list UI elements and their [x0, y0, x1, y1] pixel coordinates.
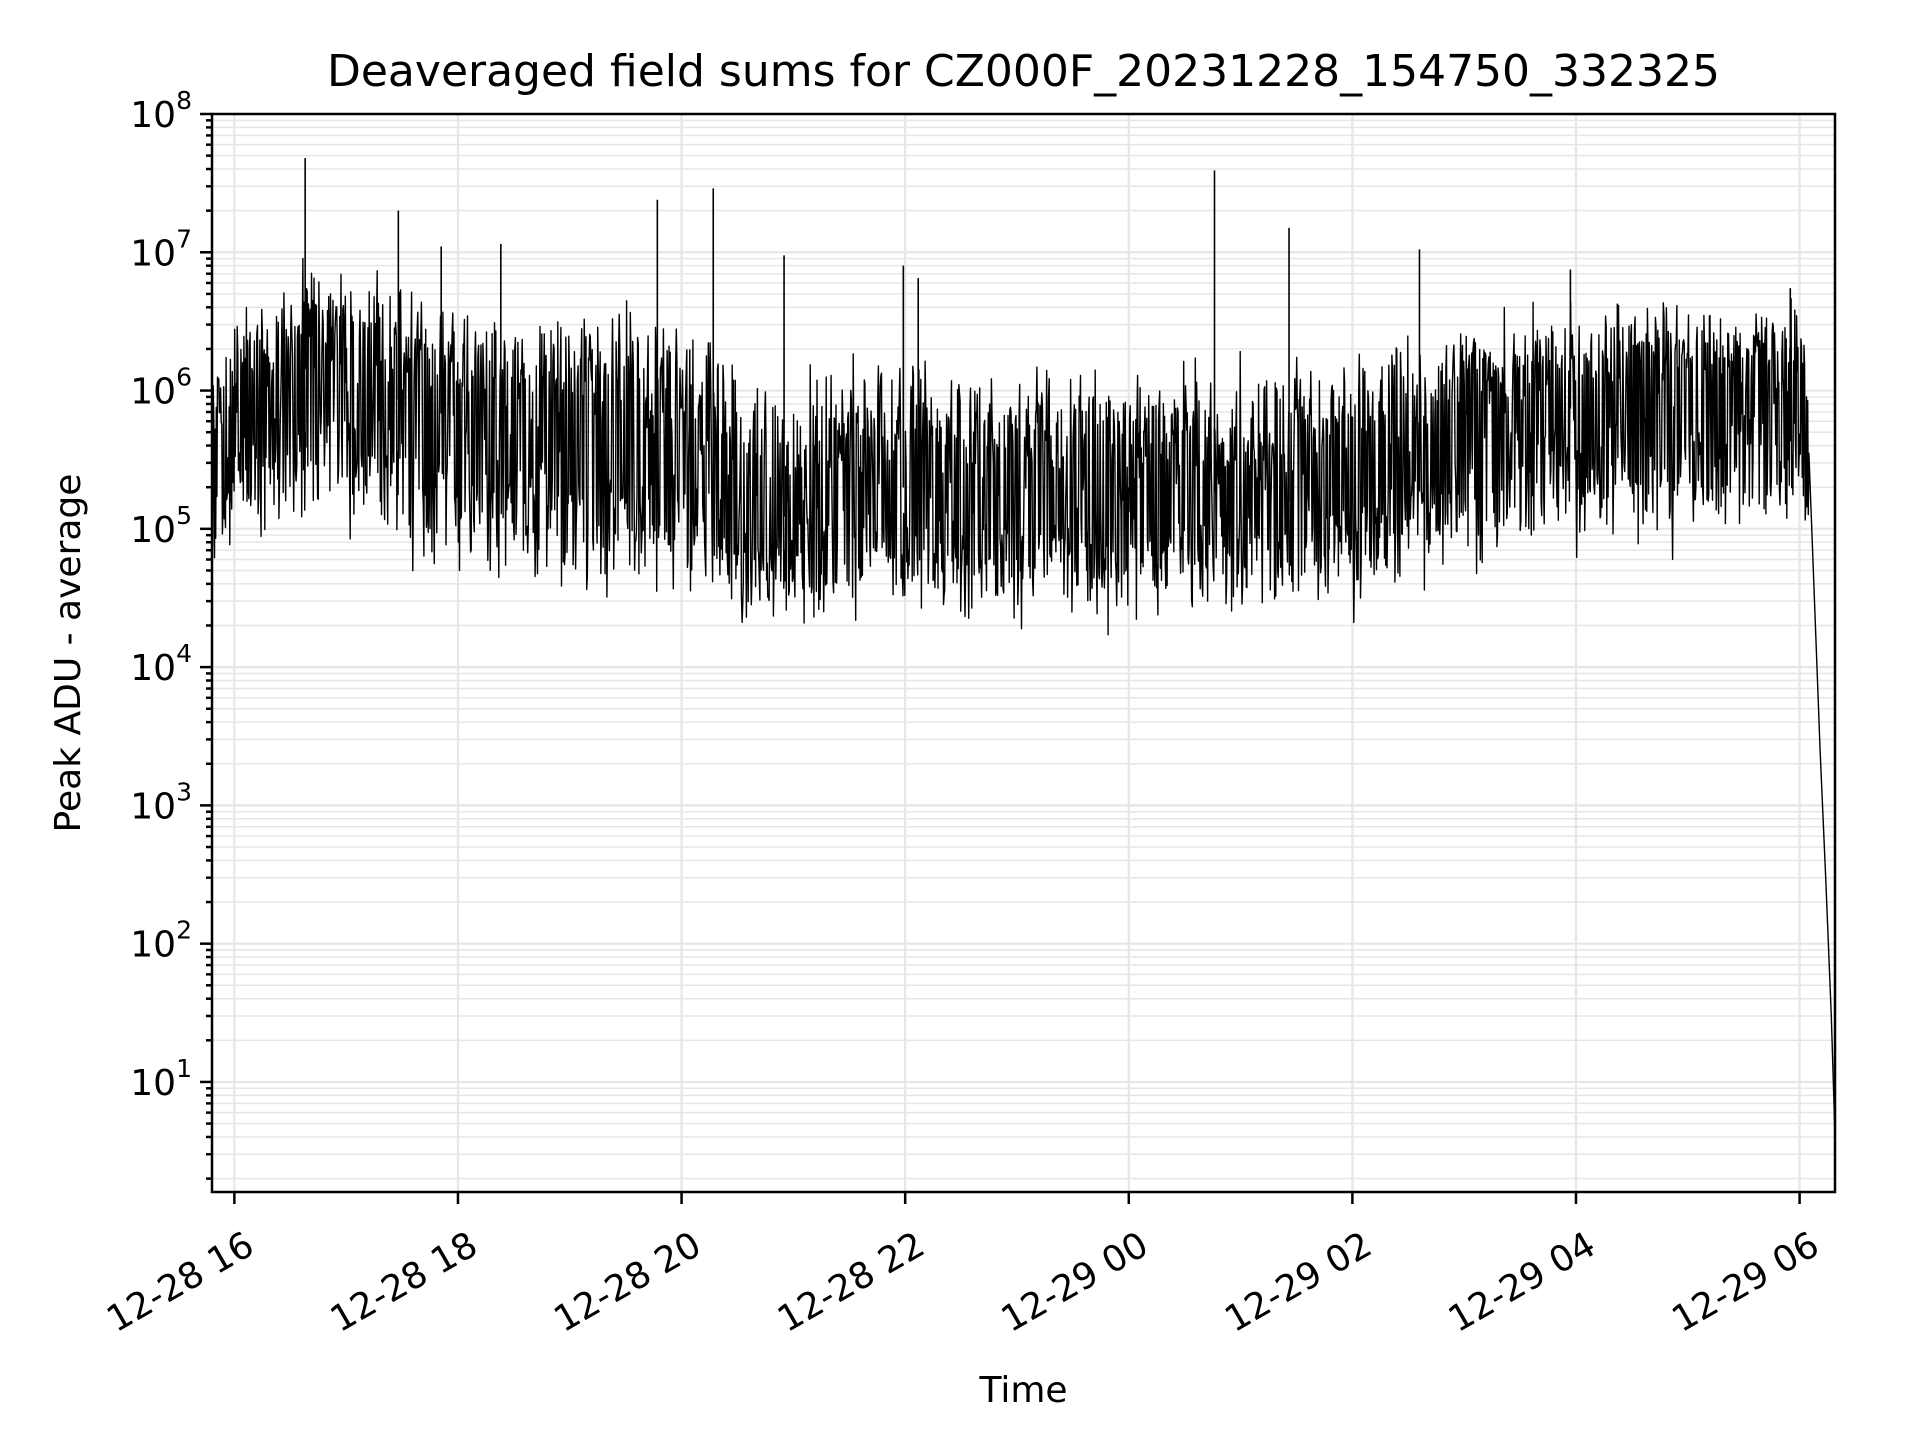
y-tick-label: 101	[130, 1054, 192, 1104]
series-line	[211, 257, 1836, 1138]
series-layer	[211, 158, 1836, 1138]
x-axis-label: Time	[978, 1370, 1067, 1411]
plot-frame	[210, 112, 1837, 1194]
y-tick-label: 107	[130, 224, 192, 274]
y-tick-label: 106	[130, 363, 192, 413]
y-tick-label: 104	[130, 639, 192, 689]
y-tick-label: 108	[130, 86, 192, 136]
y-tick-label: 102	[130, 916, 192, 966]
y-tick-label: 105	[130, 501, 192, 551]
y-tick-label: 103	[130, 777, 192, 827]
gridlines	[212, 112, 1835, 1192]
y-axis-label: Peak ADU - average	[48, 474, 89, 833]
chart-title: Deaveraged field sums for CZ000F_2023122…	[327, 46, 1720, 97]
